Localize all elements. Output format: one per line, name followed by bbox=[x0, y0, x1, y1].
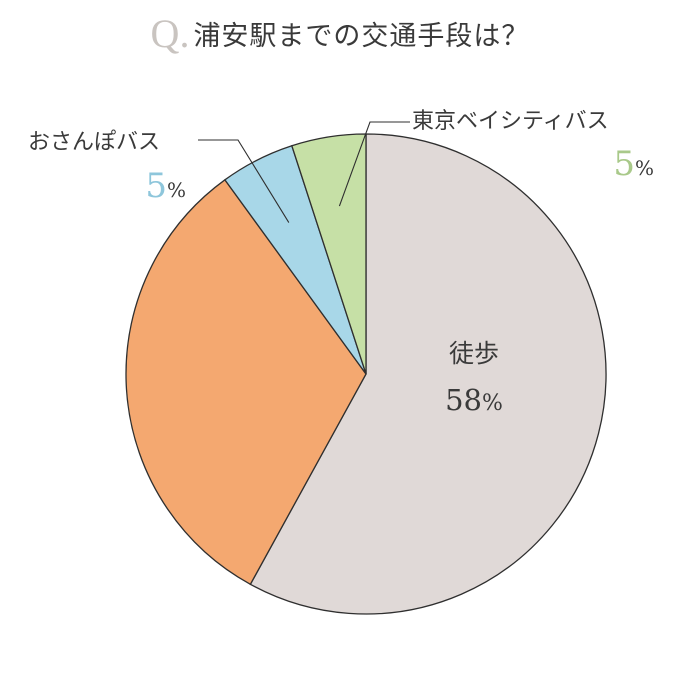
slice-value-tokyo-bay-city-bus-pct: % bbox=[635, 156, 654, 180]
leader-line-tokyo-bay-city-bus bbox=[338, 121, 410, 207]
slice-value-osanpo-bus-number: 5 bbox=[145, 166, 167, 206]
slice-label-tokyo-bay-city-bus: 東京ベイシティバス bbox=[412, 109, 609, 134]
chart-title: Q. 浦安駅までの交通手段は？ bbox=[0, 10, 680, 57]
slice-value-walk-number: 58 bbox=[445, 383, 482, 417]
slice-value-osanpo-bus: 5% bbox=[145, 166, 186, 206]
leader-line-osanpo-bus bbox=[198, 139, 290, 223]
pie-slices bbox=[125, 133, 607, 615]
question-text: 浦安駅までの交通手段は？ bbox=[193, 21, 530, 52]
question-mark-letter: Q bbox=[150, 11, 180, 56]
slice-label-osanpo-bus: おさんぽバス bbox=[28, 130, 160, 155]
slice-label-walk: 徒歩 bbox=[449, 339, 499, 368]
question-dot: . bbox=[179, 11, 190, 56]
leader-lines bbox=[198, 121, 410, 223]
pie-slice-0 bbox=[249, 133, 607, 615]
pie-slice-1 bbox=[125, 178, 367, 586]
slice-value-walk-pct: % bbox=[482, 391, 503, 416]
slice-value-tokyo-bay-city-bus: 5% bbox=[613, 144, 654, 184]
slice-value-tokyo-bay-city-bus-number: 5 bbox=[613, 144, 635, 184]
slice-value-walk: 58% bbox=[445, 383, 503, 417]
slice-value-osanpo-bus-pct: % bbox=[167, 178, 186, 202]
